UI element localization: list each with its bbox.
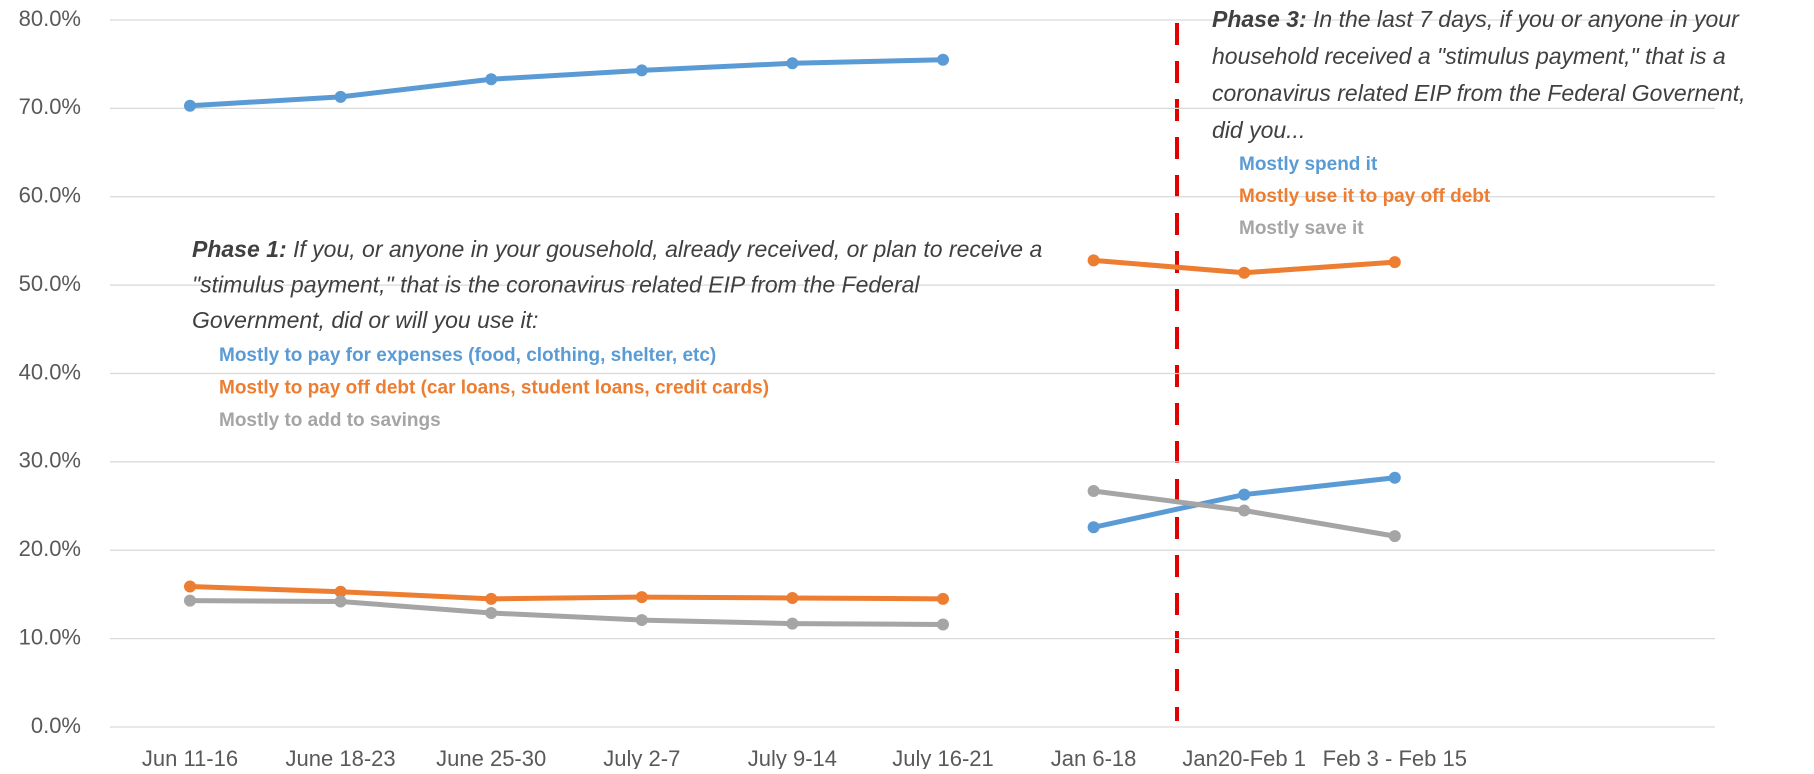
data-point bbox=[334, 585, 347, 598]
y-tick-label: 30.0% bbox=[19, 448, 81, 473]
legend-entry: Mostly use it to pay off debt bbox=[1239, 186, 1491, 207]
series-line bbox=[189, 598, 944, 627]
y-tick-label: 70.0% bbox=[19, 94, 81, 119]
series-line bbox=[189, 57, 944, 109]
data-point bbox=[635, 64, 648, 77]
legend-entry: Mostly save it bbox=[1239, 218, 1364, 239]
data-point bbox=[1087, 254, 1100, 267]
annotation-text: household received a "stimulus payment,"… bbox=[1212, 43, 1726, 69]
legend-entry: Mostly to add to savings bbox=[219, 410, 441, 431]
annotation-line: "stimulus payment," that is the coronavi… bbox=[192, 272, 920, 298]
y-tick-label: 50.0% bbox=[19, 271, 81, 296]
data-point bbox=[1388, 530, 1401, 543]
data-point bbox=[485, 73, 498, 86]
y-tick-label: 60.0% bbox=[19, 183, 81, 208]
data-point bbox=[1087, 521, 1100, 534]
data-point bbox=[1238, 504, 1251, 517]
data-point bbox=[635, 591, 648, 604]
x-tick-label: July 16-21 bbox=[892, 746, 994, 769]
data-point bbox=[184, 594, 196, 607]
data-point bbox=[334, 90, 347, 103]
data-point bbox=[485, 606, 498, 619]
data-point bbox=[937, 592, 949, 605]
annotation-heading: Phase 1: bbox=[192, 236, 287, 262]
data-point bbox=[1238, 266, 1251, 279]
data-point bbox=[485, 592, 498, 605]
annotation-line: Government, did or will you use it: bbox=[192, 307, 538, 333]
legend-entry: Mostly to pay for expenses (food, clothi… bbox=[219, 345, 716, 366]
data-point bbox=[937, 53, 949, 66]
data-point bbox=[184, 99, 196, 112]
data-point bbox=[937, 618, 949, 631]
data-point bbox=[786, 591, 799, 604]
y-tick-label: 80.0% bbox=[19, 6, 81, 31]
x-tick-label: July 2-7 bbox=[603, 746, 680, 769]
annotation-line: In the last 7 days, if you or anyone in … bbox=[1307, 6, 1740, 32]
annotation-text: Government, did or will you use it: bbox=[192, 307, 538, 333]
x-tick-label: Feb 3 - Feb 15 bbox=[1323, 746, 1467, 769]
y-tick-label: 40.0% bbox=[19, 359, 81, 384]
data-point bbox=[635, 614, 648, 627]
annotation-text: "stimulus payment," that is the coronavi… bbox=[192, 272, 920, 298]
y-tick-label: 0.0% bbox=[31, 713, 81, 738]
annotation-line: coronavirus related EIP from the Federal… bbox=[1212, 80, 1746, 106]
x-tick-label: June 25-30 bbox=[436, 746, 546, 769]
legend-entry: Mostly spend it bbox=[1239, 154, 1378, 175]
data-point bbox=[786, 617, 799, 630]
data-point bbox=[334, 595, 347, 608]
data-point bbox=[1388, 256, 1401, 269]
annotation-line: did you... bbox=[1212, 117, 1305, 143]
annotation-text: coronavirus related EIP from the Federal… bbox=[1212, 80, 1746, 106]
x-tick-label: July 9-14 bbox=[748, 746, 837, 769]
x-tick-label: June 18-23 bbox=[286, 746, 396, 769]
annotation-line: household received a "stimulus payment,"… bbox=[1212, 43, 1726, 69]
annotation-line: If you, or anyone in your gousehold, alr… bbox=[287, 236, 1043, 262]
series-line bbox=[189, 583, 944, 602]
data-point bbox=[1238, 488, 1251, 501]
data-point bbox=[1087, 485, 1100, 498]
series-line bbox=[1093, 475, 1396, 530]
data-point bbox=[786, 57, 799, 70]
legend-entry: Mostly to pay off debt (car loans, stude… bbox=[219, 378, 769, 399]
y-tick-label: 20.0% bbox=[19, 536, 81, 561]
x-tick-label: Jun 11-16 bbox=[142, 746, 238, 769]
annotation-text: did you... bbox=[1212, 117, 1305, 143]
data-point bbox=[1388, 471, 1401, 484]
y-tick-label: 10.0% bbox=[19, 624, 81, 649]
annotation-heading: Phase 3: bbox=[1212, 6, 1307, 32]
annotation-text: Phase 1: If you, or anyone in your gouse… bbox=[192, 236, 1042, 262]
x-tick-label: Jan 6-18 bbox=[1051, 746, 1137, 769]
x-tick-label: Jan20-Feb 1 bbox=[1182, 746, 1306, 769]
annotation-text: Phase 3: In the last 7 days, if you or a… bbox=[1212, 6, 1740, 32]
data-point bbox=[184, 580, 196, 593]
